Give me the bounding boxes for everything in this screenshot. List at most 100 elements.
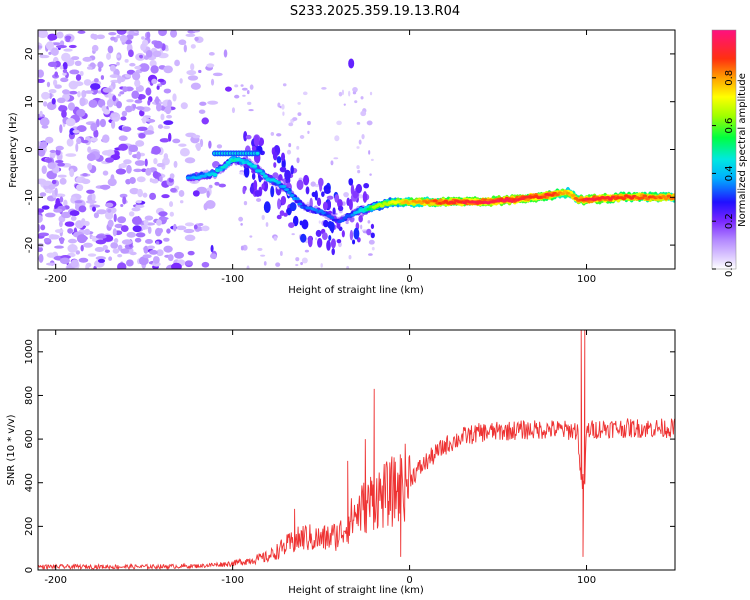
noise-blob: [210, 244, 214, 253]
noise-blob: [208, 52, 215, 56]
noise-blob: [62, 62, 68, 70]
noise-blob: [84, 228, 91, 236]
noise-blob: [151, 145, 161, 155]
noise-blob: [63, 48, 73, 52]
noise-blob: [117, 244, 123, 251]
noise-blob: [155, 241, 160, 245]
noise-blob: [82, 56, 93, 62]
noise-blob: [104, 211, 114, 220]
noise-blob: [48, 51, 52, 55]
noise-blob: [183, 44, 187, 53]
noise-blob: [63, 199, 68, 207]
noise-blob: [113, 238, 119, 244]
noise-blob: [76, 125, 87, 133]
spectrogram-ytick-label: 10: [24, 95, 35, 108]
noise-blob: [296, 157, 300, 164]
noise-blob: [136, 176, 146, 183]
noise-blob: [58, 220, 63, 228]
noise-blob: [62, 69, 68, 73]
noise-blob: [301, 257, 308, 264]
signal-streak: [353, 227, 360, 240]
noise-blob: [134, 237, 142, 243]
noise-blob: [241, 87, 248, 91]
noise-blob: [59, 65, 64, 70]
signal-streak: [263, 201, 271, 213]
noise-blob: [276, 133, 282, 137]
signal-streak: [329, 221, 335, 232]
noise-blob: [85, 263, 90, 269]
noise-blob: [98, 66, 102, 72]
noise-blob: [134, 65, 142, 70]
noise-blob: [123, 159, 132, 165]
noise-blob: [108, 31, 117, 36]
signal-streak: [315, 229, 322, 237]
noise-blob: [121, 126, 132, 132]
noise-blob: [343, 191, 349, 198]
noise-blob: [38, 246, 43, 252]
noise-blob: [69, 90, 78, 95]
noise-blob: [95, 234, 107, 239]
signal-streak: [251, 172, 256, 180]
snr-line-group: [38, 330, 675, 570]
noise-blob: [366, 120, 373, 126]
noise-blob: [247, 101, 252, 106]
signal-streak: [253, 179, 258, 191]
noise-blob: [163, 245, 173, 253]
noise-blob: [192, 190, 200, 197]
noise-blob: [106, 52, 111, 60]
noise-blob: [72, 81, 84, 87]
noise-blob: [100, 75, 105, 80]
noise-blob: [334, 135, 340, 142]
noise-blob: [263, 261, 267, 266]
signal-streak: [321, 232, 328, 241]
noise-blob: [152, 170, 159, 179]
noise-blob: [126, 164, 132, 174]
noise-blob: [93, 212, 100, 219]
signal-streak: [289, 202, 297, 212]
signal-track-cell: [660, 195, 666, 199]
noise-blob: [82, 173, 88, 177]
noise-blob: [86, 153, 96, 162]
noise-blob: [354, 100, 358, 104]
noise-blob: [240, 245, 244, 251]
noise-blob: [153, 40, 163, 49]
colorbar-tick-label: 0.4: [724, 165, 735, 181]
noise-blob: [83, 79, 92, 86]
signal-track-cell: [294, 197, 300, 201]
noise-blob: [61, 52, 71, 62]
noise-blob: [75, 143, 79, 152]
noise-blob: [39, 141, 48, 149]
noise-blob: [345, 220, 349, 225]
noise-blob: [361, 133, 365, 140]
signal-track-cell: [289, 194, 295, 198]
noise-blob: [65, 117, 76, 127]
colorbar-tick-label: 0.2: [724, 213, 735, 229]
noise-blob: [49, 152, 56, 159]
noise-blob: [352, 86, 358, 93]
snr-ytick-label: 0: [24, 567, 35, 573]
noise-blob: [129, 176, 136, 184]
noise-blob: [76, 184, 84, 192]
signal-streak: [276, 214, 282, 220]
spectrogram-ytick-label: 0: [24, 146, 35, 152]
noise-blob: [102, 87, 112, 93]
signal-streak: [352, 239, 356, 245]
noise-blob: [356, 146, 360, 149]
noise-blob: [158, 30, 167, 37]
noise-blob: [210, 78, 215, 86]
noise-blob: [288, 122, 294, 127]
noise-blob: [105, 202, 114, 208]
noise-blob: [192, 134, 201, 139]
signal-track-cell: [379, 204, 385, 208]
noise-blob: [78, 205, 87, 213]
noise-blob: [152, 50, 162, 58]
noise-blob: [59, 257, 70, 265]
noise-blob: [169, 173, 175, 179]
noise-blob: [242, 244, 248, 251]
noise-blob: [110, 36, 116, 41]
signal-streak: [284, 169, 291, 181]
noise-blob: [179, 200, 184, 204]
noise-blob: [67, 102, 75, 111]
noise-blob: [184, 157, 196, 164]
signal-streak: [277, 198, 281, 210]
